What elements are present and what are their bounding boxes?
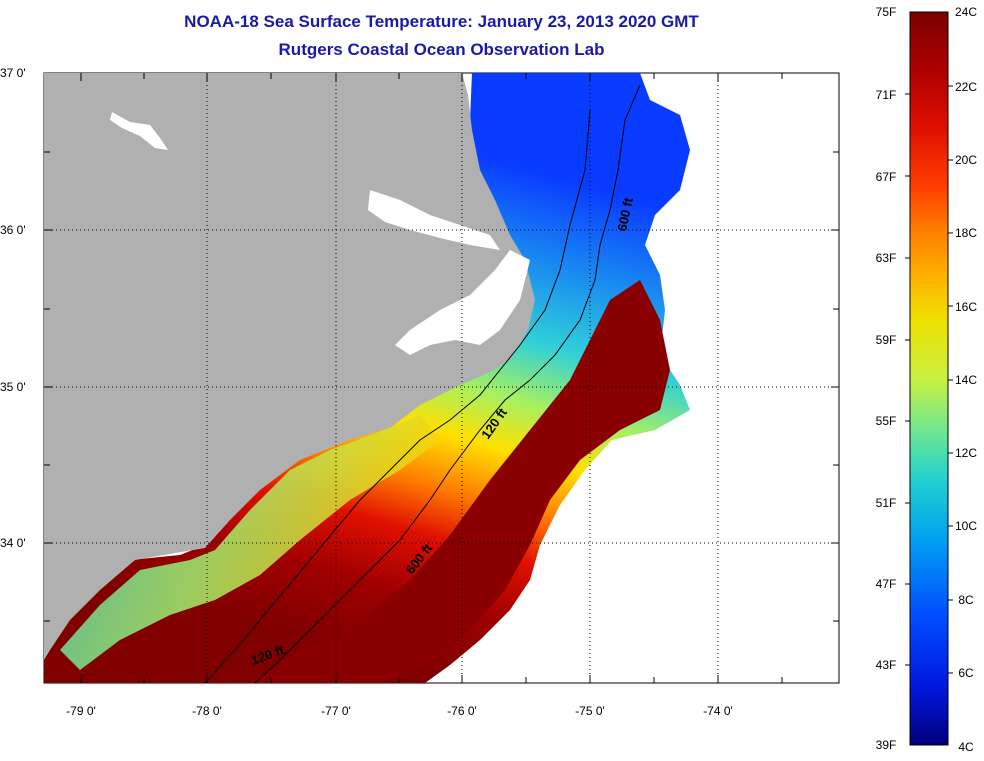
map-subtitle: Rutgers Coastal Ocean Observation Lab [278,40,605,59]
lon-label-77: -77 0' [321,704,351,718]
temperature-colorbar [909,11,949,746]
lon-label-74: -74 0' [703,704,733,718]
colorbar-ticks [905,85,953,674]
colorbar-f-label: 71F [875,88,897,102]
colorbar-c-label: 8C [958,593,974,607]
colorbar-f-label: 59F [875,333,897,347]
map-title: NOAA-18 Sea Surface Temperature: January… [184,12,699,31]
colorbar-f-label: 43F [875,658,897,672]
inland-lake [110,112,168,150]
colorbar-c-label: 18C [954,226,977,240]
colorbar-c-label: 14C [954,373,977,387]
lon-label-79: -79 0' [66,704,96,718]
colorbar-c-label: 6C [958,666,974,680]
isobath-label-600-north: 600 ft [614,196,636,233]
albemarle-sound [368,190,500,250]
lat-label-35: 35 0' [0,380,26,394]
lon-label-75: -75 0' [575,704,605,718]
lat-label-34: 34 0' [0,536,26,550]
colorbar-c-label: 24C [954,5,977,19]
colorbar-c-label: 22C [954,80,977,94]
colorbar-c-label: 4C [958,740,974,754]
colorbar-f-label: 55F [875,414,897,428]
isobath-600-line [254,84,641,683]
colorbar-f-label: 47F [875,577,897,591]
colorbar-f-label: 67F [875,170,897,184]
colorbar-c-label: 16C [954,300,977,314]
lon-label-78: -78 0' [192,704,222,718]
graticule [44,73,839,683]
lon-label-76: -76 0' [447,704,477,718]
isobath-120-line [204,109,591,683]
lat-label-37: 37 0' [0,66,26,80]
gulf-stream-core [250,280,670,683]
colorbar-c-label: 10C [954,519,977,533]
coastal-cool-water [60,415,440,670]
colorbar-f-label: 39F [875,738,897,752]
lat-label-36: 36 0' [0,223,26,237]
axis-ticks [44,73,839,683]
pamlico-sound [395,250,530,355]
colorbar-f-label: 63F [875,251,897,265]
colorbar-c-label: 20C [954,153,977,167]
colorbar-f-label: 75F [875,5,897,19]
colorbar-f-label: 51F [875,496,897,510]
colorbar-c-label: 12C [954,446,977,460]
